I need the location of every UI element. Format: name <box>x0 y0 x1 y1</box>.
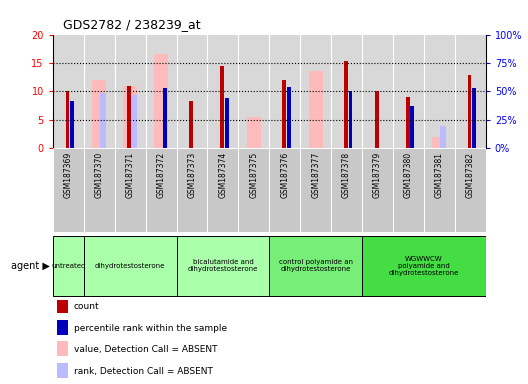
Text: count: count <box>73 302 99 311</box>
Bar <box>309 71 323 148</box>
Bar <box>410 106 414 148</box>
Text: untreated: untreated <box>51 263 86 269</box>
Bar <box>53 236 84 296</box>
Bar <box>123 86 137 148</box>
Bar <box>115 148 146 232</box>
Text: GSM187380: GSM187380 <box>404 152 413 198</box>
Bar <box>238 148 269 232</box>
Bar <box>393 148 424 232</box>
Bar <box>65 91 69 148</box>
Bar <box>269 236 362 296</box>
Bar <box>424 148 455 232</box>
Text: GSM187374: GSM187374 <box>219 152 228 198</box>
Bar <box>362 236 486 296</box>
Bar <box>282 80 286 148</box>
Text: agent ▶: agent ▶ <box>11 261 50 271</box>
Bar <box>208 148 238 232</box>
Bar <box>220 66 224 148</box>
Text: GSM187369: GSM187369 <box>64 152 73 198</box>
Text: GSM187381: GSM187381 <box>435 152 444 198</box>
Text: GSM187372: GSM187372 <box>156 152 166 198</box>
Bar <box>57 363 68 378</box>
Bar <box>92 80 106 148</box>
Bar <box>472 88 476 148</box>
Bar <box>84 148 115 232</box>
Bar <box>57 321 68 335</box>
Bar <box>131 95 137 148</box>
Text: GSM187377: GSM187377 <box>311 152 320 198</box>
Text: GSM187371: GSM187371 <box>126 152 135 198</box>
Bar <box>269 148 300 232</box>
Text: GSM187378: GSM187378 <box>342 152 351 198</box>
Text: GSM187375: GSM187375 <box>249 152 258 198</box>
Bar <box>176 148 208 232</box>
Bar <box>440 126 446 148</box>
Bar <box>300 148 331 232</box>
Text: dihydrotestosterone: dihydrotestosterone <box>95 263 165 269</box>
Text: GSM187379: GSM187379 <box>373 152 382 198</box>
Bar <box>100 93 106 148</box>
Text: WGWWCW
polyamide and
dihydrotestosterone: WGWWCW polyamide and dihydrotestosterone <box>389 256 459 276</box>
Text: rank, Detection Call = ABSENT: rank, Detection Call = ABSENT <box>73 367 212 376</box>
Text: GSM187382: GSM187382 <box>466 152 475 198</box>
Bar <box>406 97 410 148</box>
Bar <box>146 148 176 232</box>
Bar <box>225 98 229 148</box>
Bar <box>189 101 193 148</box>
Bar <box>154 54 168 148</box>
Bar <box>375 91 379 148</box>
Bar <box>84 236 176 296</box>
Text: value, Detection Call = ABSENT: value, Detection Call = ABSENT <box>73 345 217 354</box>
Bar <box>57 299 68 313</box>
Text: bicalutamide and
dihydrotestosterone: bicalutamide and dihydrotestosterone <box>187 260 258 272</box>
Bar <box>127 86 131 148</box>
Bar <box>468 75 472 148</box>
Text: GSM187376: GSM187376 <box>280 152 289 198</box>
Bar <box>176 236 269 296</box>
Bar <box>344 61 348 148</box>
Bar <box>163 88 167 148</box>
Bar <box>362 148 393 232</box>
Bar <box>455 148 486 232</box>
Bar <box>432 137 446 148</box>
Bar <box>247 117 261 148</box>
Text: GSM187370: GSM187370 <box>95 152 103 198</box>
Bar <box>70 101 74 148</box>
Bar <box>53 148 84 232</box>
Bar <box>287 87 290 148</box>
Bar <box>57 341 68 356</box>
Bar <box>331 148 362 232</box>
Bar <box>348 91 352 148</box>
Text: GDS2782 / 238239_at: GDS2782 / 238239_at <box>63 18 201 31</box>
Text: percentile rank within the sample: percentile rank within the sample <box>73 324 227 333</box>
Text: GSM187373: GSM187373 <box>187 152 196 198</box>
Text: control polyamide an
dihydrotestosterone: control polyamide an dihydrotestosterone <box>279 260 353 272</box>
